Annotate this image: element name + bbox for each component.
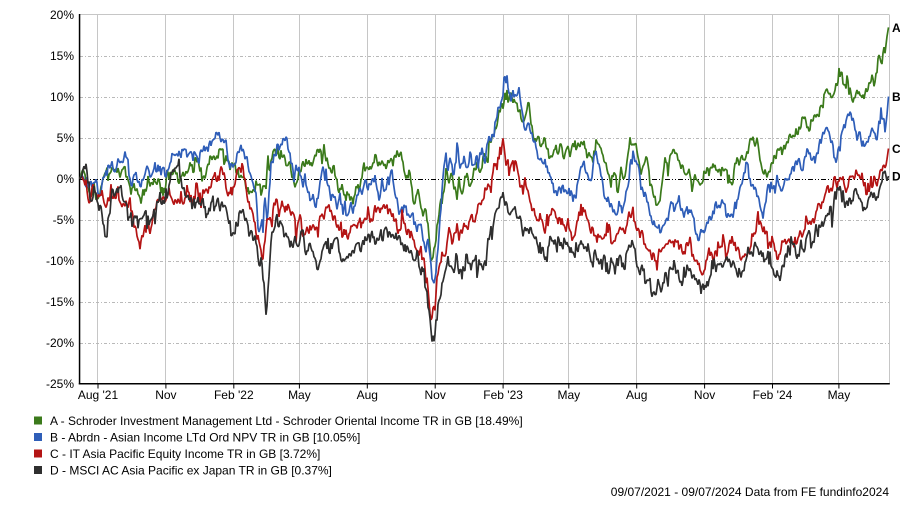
svg-text:Aug: Aug <box>357 388 378 402</box>
svg-text:-15%: -15% <box>46 295 74 309</box>
svg-text:May: May <box>557 388 580 402</box>
svg-text:Aug '21: Aug '21 <box>78 388 119 402</box>
svg-text:-10%: -10% <box>46 254 74 268</box>
svg-text:May: May <box>288 388 311 402</box>
svg-text:May: May <box>828 388 851 402</box>
svg-text:Aug: Aug <box>626 388 647 402</box>
svg-text:Nov: Nov <box>425 388 446 402</box>
svg-text:D: D <box>892 170 900 184</box>
svg-text:5%: 5% <box>57 131 75 145</box>
svg-text:10%: 10% <box>50 90 74 104</box>
svg-text:15%: 15% <box>50 49 74 63</box>
svg-text:Nov: Nov <box>155 388 176 402</box>
svg-text:0%: 0% <box>57 172 75 186</box>
svg-text:-25%: -25% <box>46 377 74 391</box>
svg-text:20%: 20% <box>50 8 74 22</box>
svg-text:Nov: Nov <box>694 388 715 402</box>
svg-text:A: A <box>892 21 900 35</box>
svg-text:B - Abrdn - Asian Income LTd O: B - Abrdn - Asian Income LTd Ord NPV TR … <box>50 431 360 445</box>
svg-text:-5%: -5% <box>53 213 75 227</box>
svg-text:09/07/2021 - 09/07/2024 Data f: 09/07/2021 - 09/07/2024 Data from FE fun… <box>611 485 890 499</box>
svg-text:-20%: -20% <box>46 336 74 350</box>
svg-text:Feb '22: Feb '22 <box>214 388 254 402</box>
svg-text:C: C <box>892 142 900 156</box>
svg-text:Feb '24: Feb '24 <box>753 388 793 402</box>
svg-text:B: B <box>892 90 900 104</box>
svg-text:A - Schroder Investment Manage: A - Schroder Investment Management Ltd -… <box>50 414 523 428</box>
svg-text:D - MSCI AC Asia Pacific ex Ja: D - MSCI AC Asia Pacific ex Japan TR in … <box>50 464 332 478</box>
svg-text:Feb '23: Feb '23 <box>483 388 523 402</box>
svg-text:C - IT Asia Pacific Equity Inc: C - IT Asia Pacific Equity Income TR in … <box>50 447 320 461</box>
